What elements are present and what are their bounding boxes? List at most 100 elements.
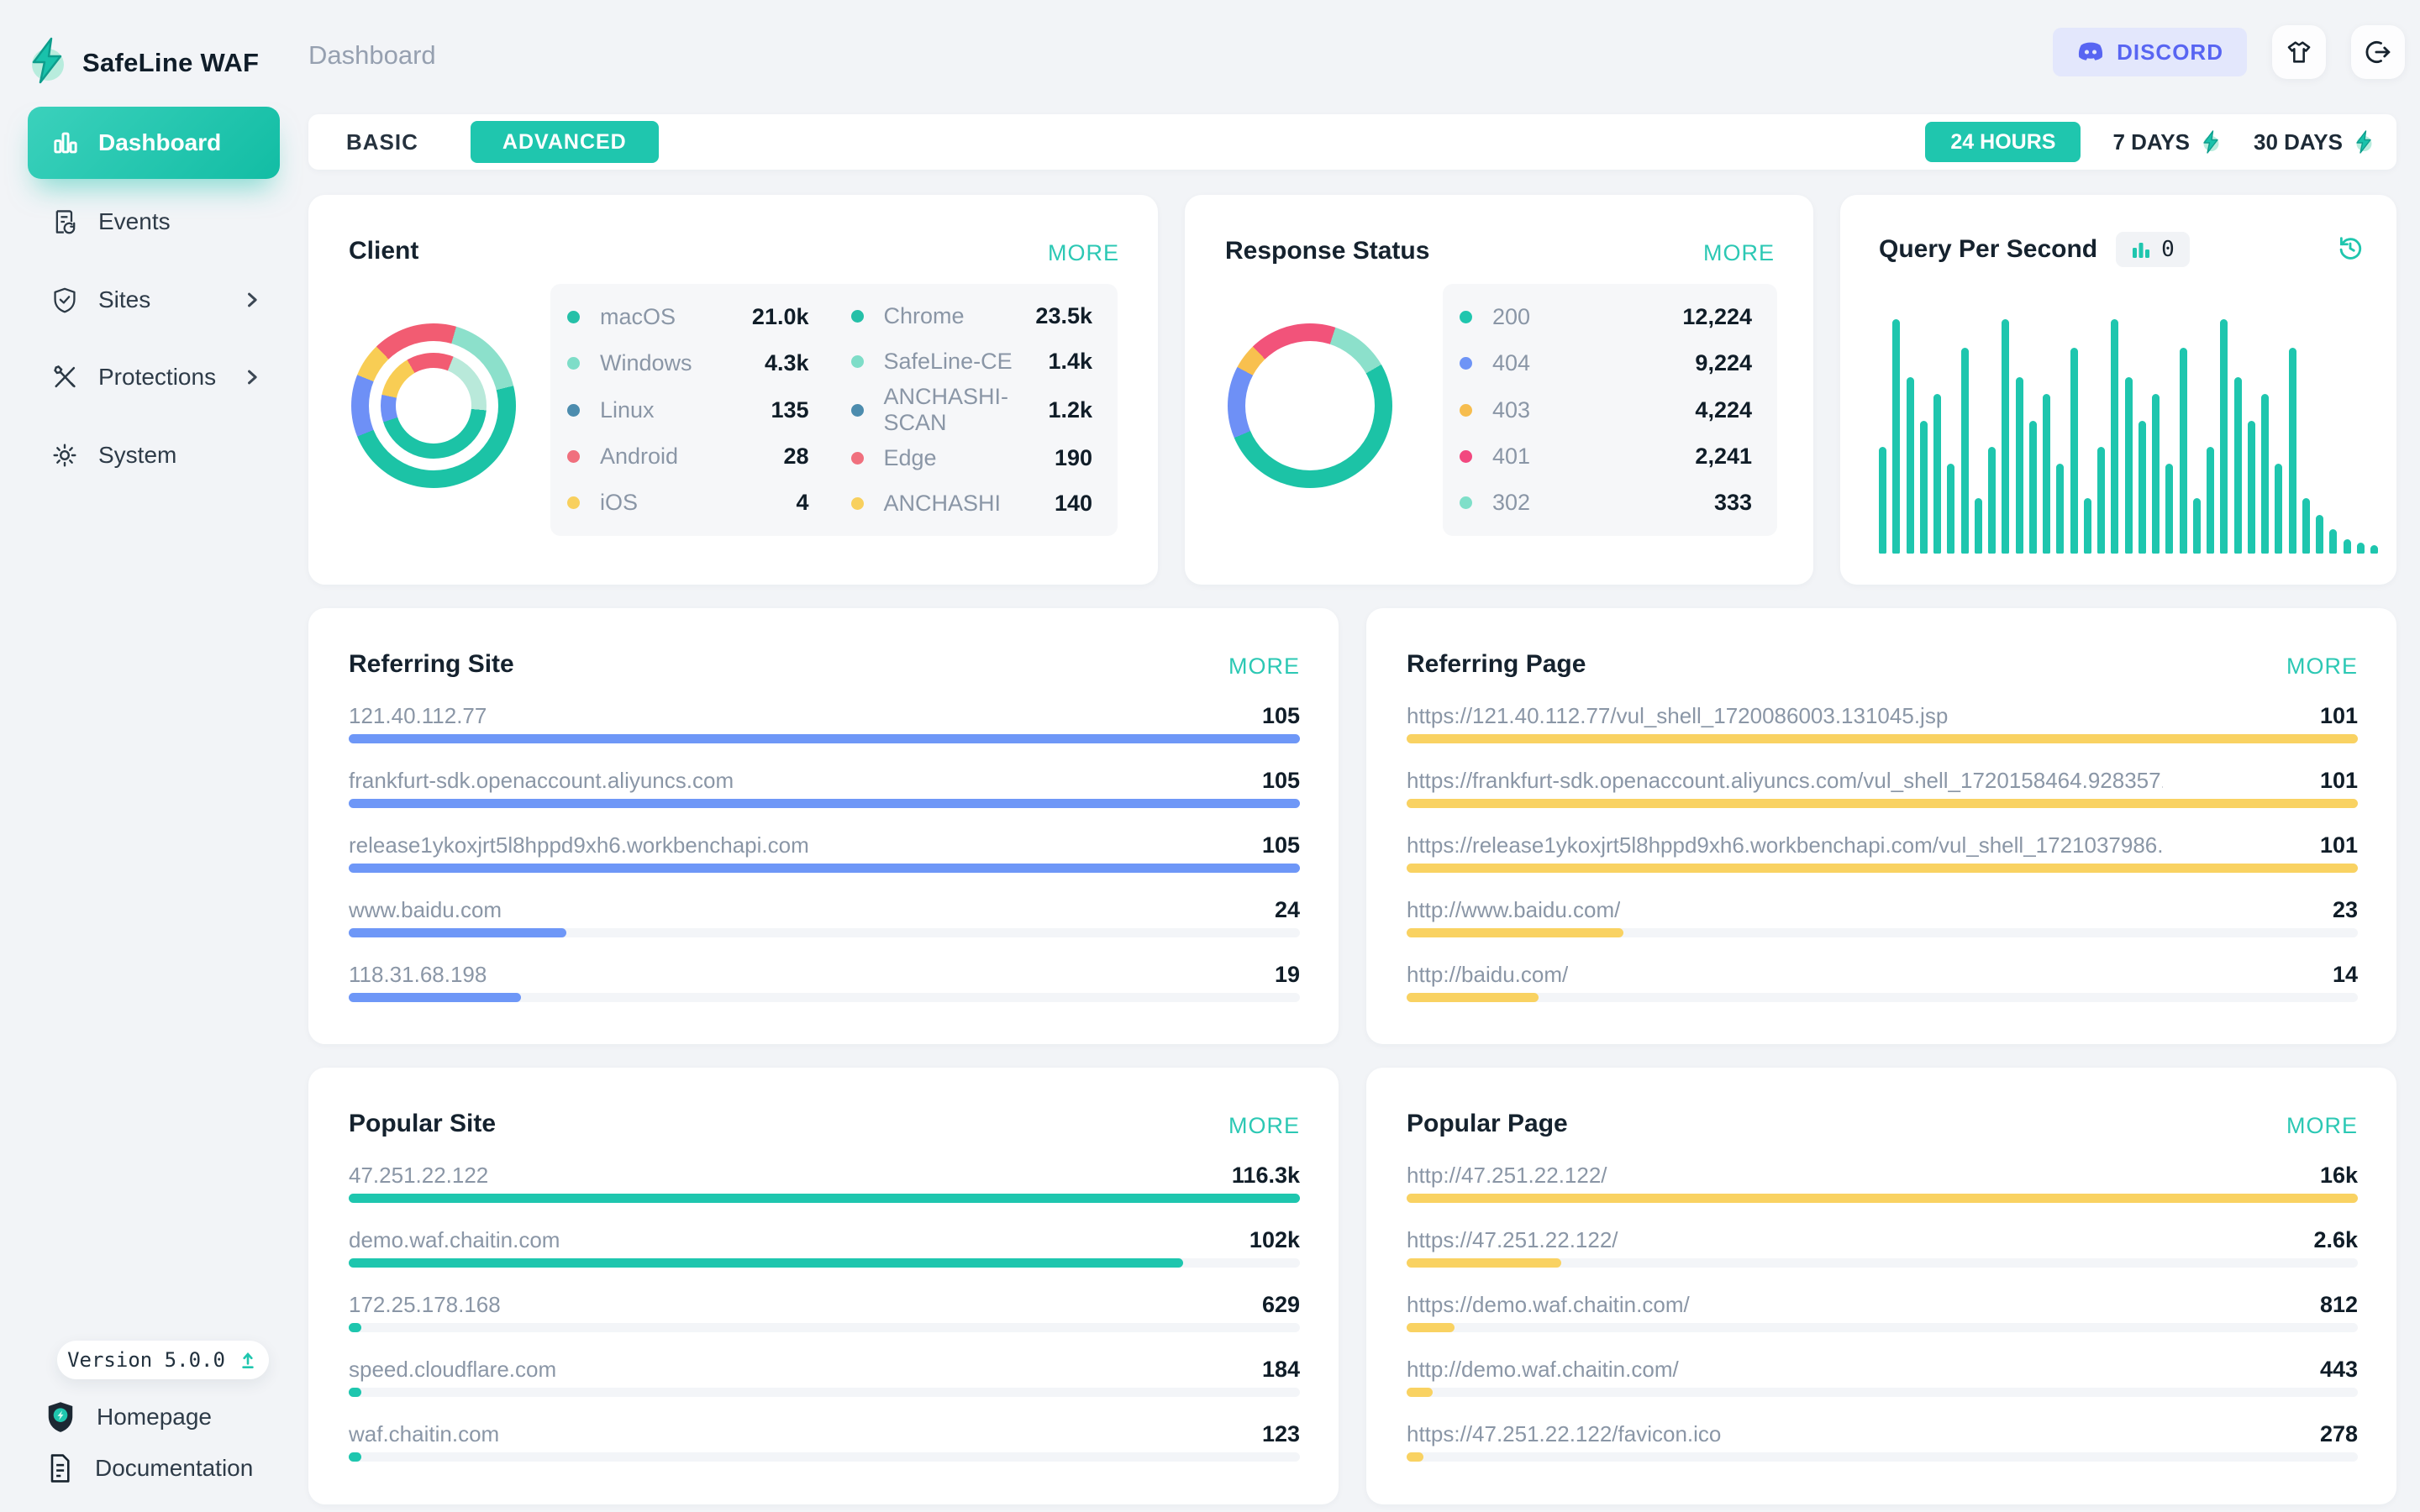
legend-dot-icon [1460,403,1472,417]
shield-check-icon [51,286,78,313]
progress-fill [1407,1323,1455,1332]
legend-label: Android [600,443,679,469]
progress-fill [1407,734,2358,743]
legend-row-404: 404 9,224 [1443,340,1777,386]
progress-track [1407,1388,2358,1397]
legend-label: Edge [883,445,937,471]
version-badge[interactable]: Version 5.0.0 [57,1341,269,1379]
time-range-group: 24 HOURS 7 DAYS 30 DAYS [1925,122,2375,162]
sidebar-item-dashboard[interactable]: Dashboard [28,107,280,179]
qps-bar [2316,514,2323,554]
legend-label: SafeLine-CE [883,348,1013,374]
list-row-label: 47.251.22.122 [349,1163,489,1188]
list-row-value: 101 [2319,832,2358,858]
bar-chart-icon [51,129,80,157]
sidebar-item-protections[interactable]: Protections [28,354,280,401]
discord-button[interactable]: DISCORD [2053,28,2247,76]
progress-fill [349,1388,361,1397]
list-row: https://47.251.22.122/favicon.ico 278 [1407,1421,2358,1486]
qps-history-button[interactable] [2336,234,2365,262]
list-row: 118.31.68.198 19 [349,962,1300,1026]
homepage-link[interactable]: Homepage [46,1401,212,1433]
tab-basic[interactable]: BASIC [346,129,418,155]
list-row: http://demo.waf.chaitin.com/443 [1407,1357,2358,1421]
sidebar-item-sites[interactable]: Sites [28,276,280,323]
legend-value: 190 [1054,445,1092,471]
progress-track [349,1323,1300,1332]
bolt-icon [2200,130,2222,154]
legend-row-windows: Windows 4.3k [550,340,834,386]
list-row-value: 184 [1261,1357,1300,1382]
legend-row-200: 200 12,224 [1443,294,1777,340]
list-row-value: 2.6k [2313,1227,2358,1252]
legend-value: 4 [796,489,809,515]
popular-page-card: Popular Page MORE http://47.251.22.122/1… [1366,1068,2396,1504]
list-row-label: waf.chaitin.com [349,1421,500,1446]
tab-advanced[interactable]: ADVANCED [470,121,659,163]
qps-bar [1933,393,1941,554]
referring-site-more-link[interactable]: MORE [1228,654,1300,679]
qps-current-value: 0 [2161,237,2175,262]
list-row-value: 123 [1261,1421,1300,1446]
qps-card: Query Per Second 0 [1840,195,2396,585]
popular-page-title: Popular Page [1407,1110,1568,1137]
qps-current-badge: 0 [2116,232,2190,267]
list-row-label: frankfurt-sdk.openaccount.aliyuncs.com [349,768,734,793]
response-card-title: Response Status [1225,237,1430,265]
qps-bar [1906,376,1914,554]
list-row-label: https://demo.waf.chaitin.com/ [1407,1292,1690,1317]
legend-label: 302 [1492,489,1531,515]
qps-bar [2056,464,2065,554]
client-card-title: Client [349,237,419,265]
progress-fill [349,864,1300,873]
legend-label: 403 [1492,396,1531,423]
chevron-right-icon [243,291,261,309]
referring-page-more-link[interactable]: MORE [2286,654,2358,679]
progress-track [349,1452,1300,1462]
list-row-value: 14 [2332,962,2358,987]
brand-name: SafeLine WAF [82,47,260,77]
range-7-days[interactable]: 7 DAYS [2112,129,2222,155]
progress-track [1407,1323,2358,1332]
range-30-days[interactable]: 30 DAYS [2254,129,2375,155]
qps-bar [2192,497,2201,554]
legend-value: 28 [783,443,809,469]
list-row: release1ykoxjrt5l8hppd9xh6.workbenchapi.… [349,832,1300,897]
legend-label: macOS [600,304,676,330]
list-row: https://frankfurt-sdk.openaccount.aliyun… [1407,768,2358,832]
sidebar-item-system[interactable]: System [28,432,280,479]
list-row: waf.chaitin.com 123 [349,1421,1300,1486]
sidebar-item-label: System [98,442,177,468]
progress-fill [349,1323,361,1332]
theme-tshirt-button[interactable] [2272,25,2326,79]
sidebar-item-label: Dashboard [98,129,222,155]
response-more-link[interactable]: MORE [1703,240,1775,265]
qps-bar [1988,447,1996,554]
legend-dot-icon [567,311,580,324]
popular-site-more-link[interactable]: MORE [1228,1113,1300,1138]
legend-label: 404 [1492,350,1531,376]
client-more-link[interactable]: MORE [1048,240,1119,265]
popular-site-title: Popular Site [349,1110,497,1137]
qps-bar [2152,393,2160,554]
progress-fill [349,1452,361,1462]
list-row: https://47.251.22.122/2.6k [1407,1227,2358,1292]
legend-value: 135 [771,396,809,423]
list-row-value: 19 [1274,962,1300,987]
progress-track [349,734,1300,743]
legend-dot-icon [850,403,864,417]
popular-page-more-link[interactable]: MORE [2286,1113,2358,1138]
legend-dot-icon [850,310,864,323]
qps-bar [2028,420,2037,554]
logout-button[interactable] [2351,25,2405,79]
list-row-value: 629 [1261,1292,1300,1317]
progress-fill [1407,928,1623,937]
gear-icon [51,442,78,469]
legend-dot-icon [567,357,580,370]
progress-track [1407,1194,2358,1203]
documentation-link[interactable]: Documentation [46,1453,253,1483]
progress-track [1407,1452,2358,1462]
range-24-hours[interactable]: 24 HOURS [1925,122,2081,162]
brand: SafeLine WAF [25,37,259,88]
sidebar-item-events[interactable]: Events [28,198,280,245]
